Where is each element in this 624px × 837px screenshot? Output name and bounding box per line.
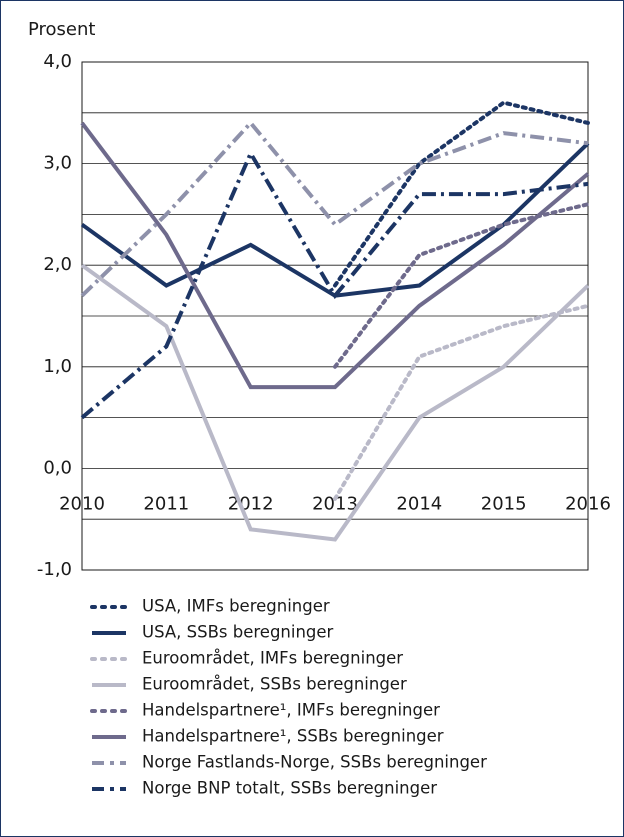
legend-label: Norge Fastlands-Norge, SSBs beregninger [142,753,487,772]
x-tick-label: 2012 [228,493,274,514]
x-tick-label: 2014 [396,493,442,514]
series-line [80,149,589,420]
legend-label: Euroområdet, IMFs beregninger [142,649,403,668]
y-axis-label: Prosent [28,19,95,40]
y-tick-label: 2,0 [43,254,72,275]
legend-label: Euroområdet, SSBs beregninger [142,675,407,694]
legend-label: Norge BNP totalt, SSBs beregninger [142,779,437,798]
x-tick-label: 2016 [565,493,611,514]
y-tick-label: 3,0 [43,153,72,174]
y-tick-label: 0,0 [43,457,72,478]
legend-label: Handelspartnere¹, IMFs beregninger [142,701,440,720]
y-tick-label: 1,0 [43,356,72,377]
series-line [333,100,590,288]
y-tick-label: 4,0 [43,51,72,72]
series-line [333,303,590,501]
y-tick-label: -1,0 [37,559,72,580]
legend-label: USA, IMFs beregninger [142,597,330,616]
series-line [80,119,589,298]
series-line [80,121,590,390]
x-tick-label: 2011 [143,493,189,514]
legend-label: USA, SSBs beregninger [142,623,334,642]
x-tick-label: 2013 [312,493,358,514]
series-line [80,263,590,542]
x-tick-label: 2015 [481,493,527,514]
series-line [333,202,590,369]
legend-label: Handelspartnere¹, SSBs beregninger [142,727,444,746]
x-tick-label: 2010 [59,493,105,514]
